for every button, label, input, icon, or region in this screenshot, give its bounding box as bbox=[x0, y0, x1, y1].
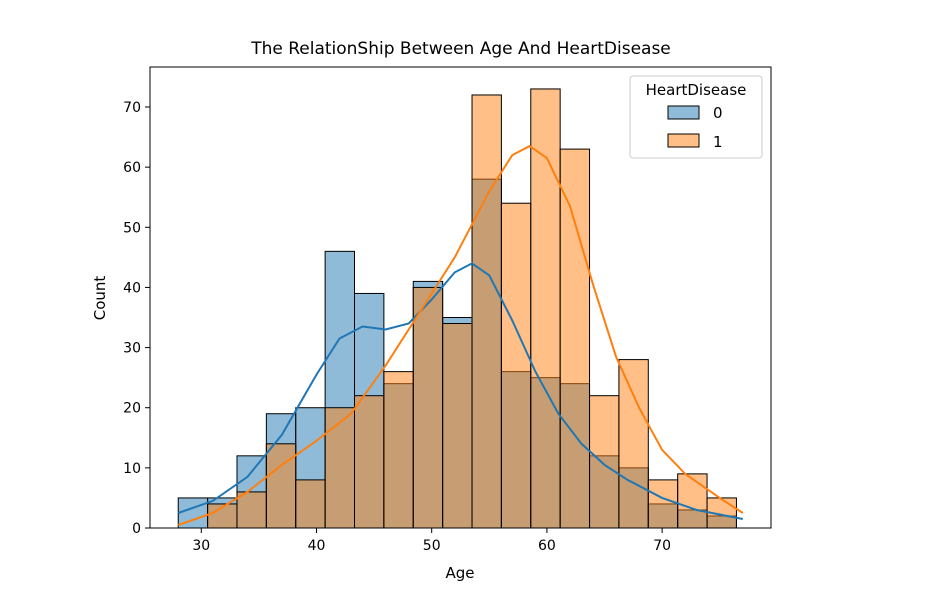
plot-area bbox=[177, 88, 744, 529]
bar-series-1-bin-12 bbox=[530, 88, 561, 529]
bar-series-1-bin-8 bbox=[412, 286, 444, 529]
x-tick-label-60: 60 bbox=[538, 538, 556, 554]
legend-title: HeartDisease bbox=[646, 81, 747, 99]
bar-series-1-bin-11 bbox=[500, 202, 532, 529]
plot-frame bbox=[149, 66, 772, 529]
x-tick-label-40: 40 bbox=[308, 538, 326, 554]
y-tick-label-20: 20 bbox=[123, 401, 141, 417]
bar-series-1-bin-10 bbox=[471, 94, 502, 529]
y-tick-label-60: 60 bbox=[123, 160, 141, 176]
axes: 30 40 50 60 70 0 10 20 30 40 50 60 70 bbox=[123, 100, 671, 554]
bar-series-1-bin-17 bbox=[677, 473, 708, 529]
chart-title: The RelationShip Between Age And HeartDi… bbox=[250, 39, 671, 59]
bar-series-1-bin-4 bbox=[295, 479, 326, 529]
kde-line-series-1 bbox=[177, 144, 744, 526]
legend-label-1: 1 bbox=[713, 133, 723, 151]
bar-series-1-bin-5 bbox=[324, 407, 356, 529]
legend-swatch-1 bbox=[667, 133, 700, 148]
y-tick-label-10: 10 bbox=[123, 461, 141, 477]
x-tick-label-30: 30 bbox=[192, 538, 210, 554]
x-axis-label: Age bbox=[445, 564, 474, 582]
bar-series-1-bin-14 bbox=[589, 395, 620, 529]
bar-series-1-bin-2 bbox=[236, 491, 267, 529]
legend-label-0: 0 bbox=[713, 104, 723, 122]
y-tick-label-40: 40 bbox=[123, 280, 141, 296]
bar-series-1-bin-3 bbox=[265, 443, 297, 529]
bar-series-1-bin-15 bbox=[618, 359, 649, 529]
x-tick-label-70: 70 bbox=[653, 538, 671, 554]
kde-line-series-0 bbox=[177, 262, 743, 520]
y-tick-label-0: 0 bbox=[132, 521, 141, 537]
x-tick-label-50: 50 bbox=[423, 538, 441, 554]
y-tick-label-50: 50 bbox=[123, 220, 141, 236]
bar-series-1-bin-6 bbox=[354, 395, 385, 529]
legend: HeartDisease 0 1 bbox=[629, 75, 763, 159]
y-axis-label: Count bbox=[91, 276, 109, 321]
bar-series-1-bin-16 bbox=[647, 479, 679, 529]
bar-series-1-bin-13 bbox=[559, 148, 591, 529]
bar-series-1-bin-7 bbox=[383, 371, 414, 529]
legend-swatch-0 bbox=[667, 105, 700, 120]
bar-series-1-bin-9 bbox=[442, 323, 473, 529]
y-tick-label-70: 70 bbox=[123, 100, 141, 116]
y-tick-label-30: 30 bbox=[123, 341, 141, 357]
